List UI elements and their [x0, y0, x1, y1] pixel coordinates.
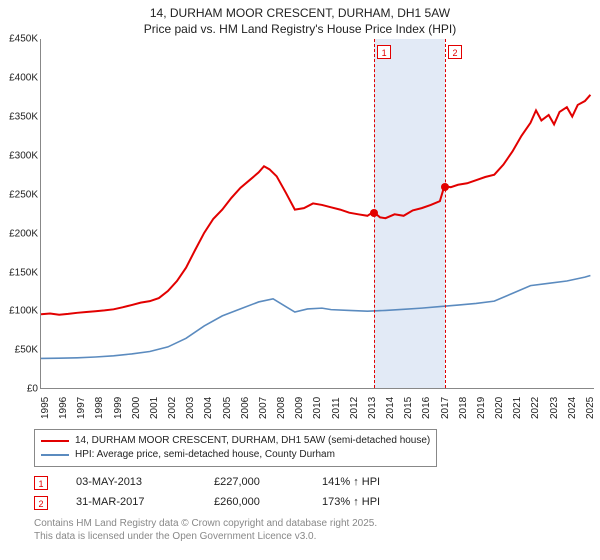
y-tick-label: £50K [15, 345, 38, 356]
transaction-price: £260,000 [214, 493, 294, 513]
x-tick-label: 2015 [403, 397, 414, 419]
transaction-number-box: 1 [34, 476, 48, 490]
title-line1: 14, DURHAM MOOR CRESCENT, DURHAM, DH1 5A… [0, 6, 600, 22]
x-tick-label: 2012 [349, 397, 360, 419]
legend-swatch [41, 440, 69, 442]
y-tick-label: £350K [9, 111, 38, 122]
x-tick-label: 2007 [258, 397, 269, 419]
y-tick-label: £100K [9, 306, 38, 317]
x-tick-label: 1999 [113, 397, 124, 419]
title-line2: Price paid vs. HM Land Registry's House … [0, 22, 600, 38]
y-tick-label: £200K [9, 228, 38, 239]
x-tick-label: 1997 [76, 397, 87, 419]
y-tick-label: £250K [9, 189, 38, 200]
x-tick-label: 1995 [40, 397, 51, 419]
series-property [41, 95, 590, 315]
transaction-delta: 173% ↑ HPI [322, 493, 380, 513]
plot-area: 12 [40, 39, 594, 389]
legend-label: HPI: Average price, semi-detached house,… [75, 448, 335, 462]
attribution: Contains HM Land Registry data © Crown c… [34, 517, 592, 543]
x-tick-label: 2020 [494, 397, 505, 419]
series-hpi [41, 276, 590, 359]
x-tick-label: 2010 [312, 397, 323, 419]
y-tick-label: £150K [9, 267, 38, 278]
x-tick-label: 2003 [185, 397, 196, 419]
y-tick-label: £450K [9, 34, 38, 45]
chart-title: 14, DURHAM MOOR CRESCENT, DURHAM, DH1 5A… [0, 0, 600, 39]
x-axis: 1995 1996 1997 1998 1999 2000 2001 2002 2003 2004… [40, 389, 594, 429]
y-axis: £0£50K£100K£150K£200K£250K£300K£350K£400… [0, 39, 40, 389]
x-tick-label: 2016 [421, 397, 432, 419]
transaction-date: 03-MAY-2013 [76, 473, 186, 493]
transaction-point [370, 209, 378, 217]
legend-swatch [41, 454, 69, 456]
x-tick-label: 2023 [549, 397, 560, 419]
transaction-row: 2 31-MAR-2017 £260,000 173% ↑ HPI [34, 493, 592, 513]
transaction-vline [445, 39, 446, 388]
x-tick-label: 2017 [440, 397, 451, 419]
y-tick-label: £300K [9, 150, 38, 161]
x-tick-label: 2001 [149, 397, 160, 419]
transaction-row: 1 03-MAY-2013 £227,000 141% ↑ HPI [34, 473, 592, 493]
x-tick-label: 1996 [58, 397, 69, 419]
x-tick-label: 2009 [294, 397, 305, 419]
legend-label: 14, DURHAM MOOR CRESCENT, DURHAM, DH1 5A… [75, 434, 430, 448]
legend-item: HPI: Average price, semi-detached house,… [41, 448, 430, 462]
x-tick-label: 2002 [167, 397, 178, 419]
chart-area: £0 £50K £100K £150K £200K £250K £300K £350K £400… [0, 39, 600, 429]
x-tick-label: 2021 [512, 397, 523, 419]
transaction-point [441, 183, 449, 191]
x-tick-label: 2013 [367, 397, 378, 419]
transactions-table: 1 03-MAY-2013 £227,000 141% ↑ HPI 2 31-MAR-20… [34, 473, 592, 513]
y-tick-label: £400K [9, 73, 38, 84]
x-tick-label: 2011 [331, 398, 342, 420]
x-tick-label: 1998 [94, 397, 105, 419]
transaction-date: 31-MAR-2017 [76, 493, 186, 513]
x-tick-label: 2000 [131, 397, 142, 419]
x-tick-label: 2008 [276, 397, 287, 419]
x-tick-label: 2005 [222, 397, 233, 419]
x-tick-label: 2014 [385, 397, 396, 419]
x-tick-label: 2004 [203, 397, 214, 419]
x-tick-label: 2006 [240, 397, 251, 419]
transaction-delta: 141% ↑ HPI [322, 473, 380, 493]
x-tick-label: 2024 [567, 397, 578, 419]
attr-line2: This data is licensed under the Open Gov… [34, 530, 592, 543]
transaction-price: £227,000 [214, 473, 294, 493]
transaction-marker-box: 1 [377, 45, 391, 59]
legend-item: 14, DURHAM MOOR CRESCENT, DURHAM, DH1 5A… [41, 434, 430, 448]
line-layer [41, 39, 594, 388]
x-tick-label: 2018 [458, 397, 469, 419]
legend: 14, DURHAM MOOR CRESCENT, DURHAM, DH1 5A… [34, 429, 437, 467]
x-tick-label: 2022 [530, 397, 541, 419]
y-tick-label: £0 [27, 384, 38, 395]
x-tick-label: 2019 [476, 397, 487, 419]
transaction-number-box: 2 [34, 496, 48, 510]
transaction-marker-box: 2 [448, 45, 462, 59]
attr-line1: Contains HM Land Registry data © Crown c… [34, 517, 592, 530]
x-tick-label: 2025 [585, 397, 596, 419]
